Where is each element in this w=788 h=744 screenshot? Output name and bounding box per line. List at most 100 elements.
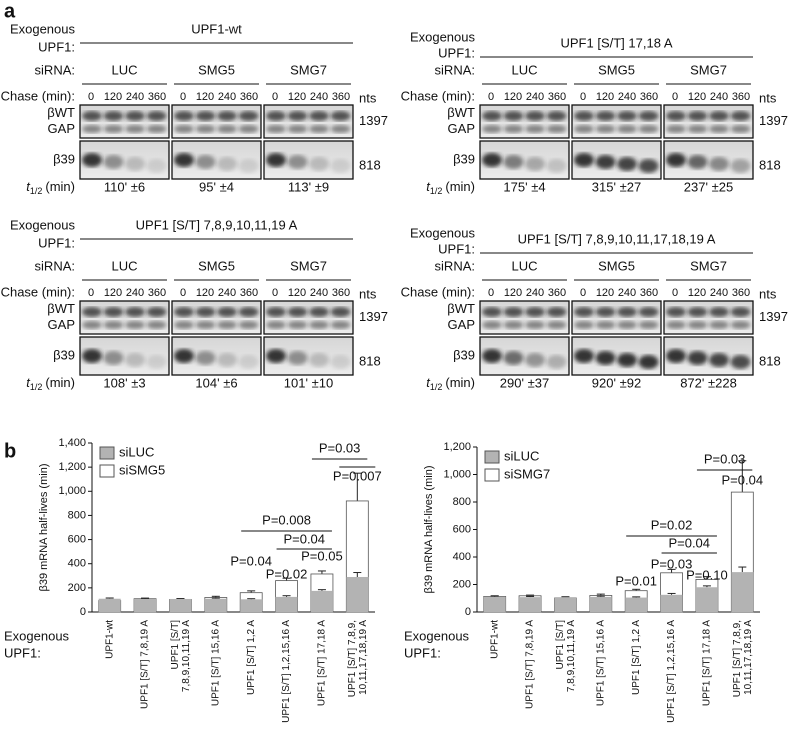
chase-time: 0: [88, 91, 94, 103]
bar: [134, 598, 157, 612]
x-tick-label-line: UPF1 [S/T] 7,8,9,: [731, 620, 742, 697]
p-value: P=0.04: [230, 553, 272, 568]
half-life: 95' ±4: [199, 179, 234, 194]
half-life-label: (min): [445, 375, 475, 390]
half-life: 237' ±25: [684, 179, 733, 194]
gel-band: [503, 321, 524, 329]
gel-band: [503, 111, 524, 121]
gel-band: [287, 125, 308, 133]
chase-time: 120: [504, 91, 522, 103]
chase-time: 360: [640, 287, 658, 299]
bar: [731, 572, 754, 612]
gel-band: [238, 111, 259, 121]
size-marker: 1397: [359, 309, 388, 324]
p-value: P=0.02: [266, 566, 308, 581]
y-tick-label: 400: [68, 558, 86, 570]
sirna: LUC: [111, 258, 137, 273]
gel-band: [730, 307, 751, 317]
row-label: β39: [53, 151, 75, 166]
y-tick-label: 1,200: [443, 441, 471, 453]
x-tick-label: UPF1 [S/T] 7,8,9,10,11,17,18,19 A: [731, 620, 753, 698]
sirna-label: siRNA:: [435, 258, 475, 273]
y-axis-label: β39 mRNA half-lives (min): [423, 466, 435, 594]
bar: [346, 576, 369, 612]
gel-band: [574, 125, 594, 133]
gel-band: [730, 125, 751, 133]
gel-band: [687, 155, 708, 169]
gel-band: [638, 159, 659, 173]
chase-time: 120: [288, 287, 306, 299]
x-tick-label: UPF1-wt: [104, 620, 115, 659]
sirna: SMG7: [290, 258, 327, 273]
x-tick-label-line: 10,11,17,18,19 A: [742, 620, 753, 695]
bar: [310, 590, 333, 612]
exogenous-label: UPF1:: [438, 45, 475, 60]
gel-band: [617, 125, 637, 133]
row-label: GAP: [448, 317, 475, 332]
half-life: 872' ±228: [680, 375, 737, 390]
chase-time: 360: [240, 287, 258, 299]
gel-band: [595, 155, 616, 169]
gel-band: [482, 321, 502, 329]
gel-band: [546, 159, 567, 173]
exogenous-label: Exogenous: [10, 217, 76, 232]
gel-band: [666, 349, 686, 363]
y-tick-label: 1,000: [58, 485, 86, 497]
bar: [695, 587, 718, 612]
sirna: SMG5: [598, 258, 635, 273]
chase-time: 0: [672, 287, 678, 299]
gel-band: [195, 307, 216, 317]
gel: [263, 104, 354, 139]
bar: [554, 597, 577, 612]
row-label: β39: [453, 151, 475, 166]
chase-time: 240: [618, 91, 636, 103]
x-tick-label: UPF1 [S/T] 7,8,19 A: [525, 620, 536, 709]
gel-band: [666, 153, 686, 167]
gel-band: [217, 353, 237, 367]
sirna: SMG7: [690, 258, 727, 273]
sirna: LUC: [511, 258, 537, 273]
p-value: P=0.05: [301, 548, 343, 563]
chase-time: 0: [488, 287, 494, 299]
gel-band: [146, 307, 167, 317]
chase-time: 240: [710, 91, 728, 103]
gel-band: [146, 321, 167, 329]
half-life: 315' ±27: [592, 179, 641, 194]
chase-time: 120: [104, 91, 122, 103]
half-life-label: t1/2 (min): [426, 375, 475, 392]
gel-band: [266, 111, 286, 121]
half-life-label: t: [26, 375, 31, 390]
sirna: SMG7: [290, 62, 327, 77]
gel-band: [309, 353, 329, 367]
sirna: SMG7: [690, 62, 727, 77]
x-axis-label: UPF1:: [404, 645, 441, 660]
size-marker: 818: [759, 157, 781, 172]
gel: [571, 300, 662, 335]
y-tick-label: 800: [453, 496, 471, 508]
gel-band: [103, 321, 124, 329]
size-marker: 1397: [759, 113, 788, 128]
gel-band: [638, 321, 659, 329]
gel-band: [125, 307, 145, 317]
half-life-label: t: [426, 179, 431, 194]
gel-band: [266, 349, 286, 363]
construct: UPF1-wt: [191, 21, 242, 36]
gel-band: [287, 351, 308, 365]
chase-time: 120: [196, 287, 214, 299]
half-life: 108' ±3: [103, 375, 145, 390]
chase-time: 360: [148, 91, 166, 103]
gel-band: [730, 321, 751, 329]
gel-band: [546, 307, 567, 317]
x-tick-label-line: 7,8,9,10,11,19 A: [181, 620, 192, 692]
bar: [483, 596, 506, 612]
exogenous-label: Exogenous: [10, 21, 76, 36]
size-marker: 1397: [359, 113, 388, 128]
gel-band: [82, 153, 102, 167]
gel-band: [174, 111, 194, 121]
gel-band: [82, 125, 102, 133]
half-life-label: 1/2: [430, 382, 443, 392]
y-tick-label: 800: [68, 509, 86, 521]
legend-label: siSMG5: [119, 462, 165, 477]
exogenous-label: UPF1:: [38, 39, 75, 54]
